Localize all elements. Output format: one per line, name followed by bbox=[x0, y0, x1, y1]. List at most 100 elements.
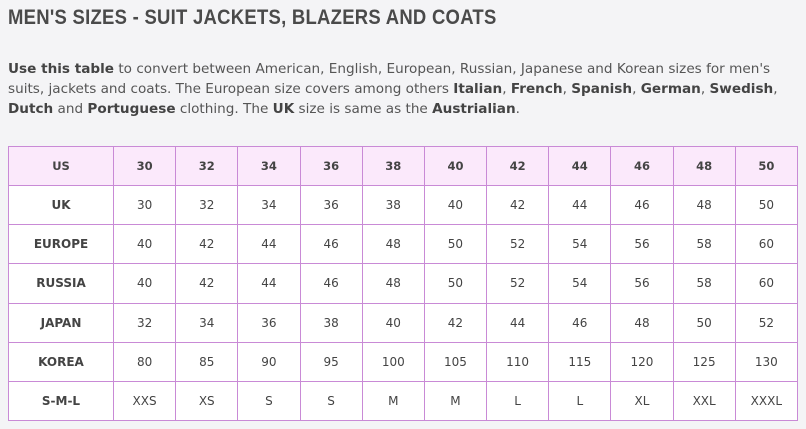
header-cell: 46 bbox=[610, 145, 674, 187]
table-row: S-M-L XXS XS S S M M L L XL XXL XXXL bbox=[8, 380, 799, 422]
table-cell: 30 bbox=[112, 185, 177, 226]
table-header-row: US 30 32 34 36 38 40 42 44 46 48 50 bbox=[8, 145, 799, 187]
table-cell: 40 bbox=[423, 185, 488, 226]
table-cell: 46 bbox=[548, 302, 612, 343]
intro-emphasis: UK bbox=[272, 100, 295, 117]
intro-text: size is same as the bbox=[294, 100, 433, 117]
table-cell: 54 bbox=[548, 224, 612, 265]
table-cell: 105 bbox=[423, 341, 488, 382]
table-cell: XS bbox=[175, 380, 239, 422]
table-cell: S bbox=[299, 380, 363, 422]
table-cell: 48 bbox=[361, 263, 425, 304]
intro-text: , bbox=[502, 80, 511, 97]
table-cell: 40 bbox=[361, 302, 425, 343]
table-cell: 110 bbox=[486, 341, 550, 382]
header-cell: 36 bbox=[299, 145, 363, 187]
table-cell: L bbox=[486, 380, 550, 422]
row-label: EUROPE bbox=[8, 224, 114, 265]
row-label: JAPAN bbox=[8, 302, 114, 343]
table-cell: 34 bbox=[237, 185, 301, 226]
row-label: US bbox=[8, 145, 114, 187]
table-cell: 52 bbox=[734, 302, 799, 343]
header-cell: 30 bbox=[112, 145, 177, 187]
table-cell: 32 bbox=[112, 302, 177, 343]
table-cell: 115 bbox=[548, 341, 612, 382]
row-label: KOREA bbox=[8, 341, 114, 382]
table-cell: 56 bbox=[610, 263, 674, 304]
table-cell: M bbox=[361, 380, 425, 422]
table-cell: 50 bbox=[423, 224, 488, 265]
intro-text: , bbox=[773, 80, 778, 97]
table-cell: 52 bbox=[486, 224, 550, 265]
table-cell: 95 bbox=[299, 341, 363, 382]
header-cell: 32 bbox=[175, 145, 239, 187]
table-cell: 56 bbox=[610, 224, 674, 265]
table-row: UK 30 32 34 36 38 40 42 44 46 48 50 bbox=[8, 185, 799, 226]
intro-text: and bbox=[53, 100, 88, 117]
table-cell: 48 bbox=[672, 185, 736, 226]
table-cell: 32 bbox=[175, 185, 239, 226]
table-cell: M bbox=[423, 380, 488, 422]
intro-text: , bbox=[700, 80, 710, 97]
intro-text: to convert between American, English, Eu… bbox=[8, 60, 771, 97]
table-cell: 48 bbox=[610, 302, 674, 343]
size-conversion-table: US 30 32 34 36 38 40 42 44 46 48 50 UK 30 32 34 36 38 40 42… bbox=[8, 145, 799, 422]
table-cell: 48 bbox=[361, 224, 425, 265]
intro-emphasis: German bbox=[640, 80, 701, 97]
table-cell: 42 bbox=[486, 185, 550, 226]
intro-emphasis: Austrialian bbox=[432, 100, 516, 117]
table-cell: 50 bbox=[423, 263, 488, 304]
table-cell: 58 bbox=[672, 224, 736, 265]
intro-emphasis: Spanish bbox=[571, 80, 633, 97]
page-title: MEN'S SIZES - SUIT JACKETS, BLAZERS AND … bbox=[8, 6, 497, 29]
row-label: S-M-L bbox=[8, 380, 114, 422]
table-cell: 44 bbox=[486, 302, 550, 343]
header-cell: 42 bbox=[486, 145, 550, 187]
table-row: EUROPE 40 42 44 46 48 50 52 54 56 58 60 bbox=[8, 224, 799, 265]
table-cell: 54 bbox=[548, 263, 612, 304]
intro-emphasis: French bbox=[510, 80, 563, 97]
table-cell: XXS bbox=[112, 380, 177, 422]
table-row: JAPAN 32 34 36 38 40 42 44 46 48 50 52 bbox=[8, 302, 799, 343]
table-cell: 44 bbox=[237, 263, 301, 304]
intro-emphasis: Portuguese bbox=[87, 100, 176, 117]
table-cell: 60 bbox=[734, 224, 799, 265]
intro-emphasis: Dutch bbox=[8, 100, 54, 117]
header-cell: 48 bbox=[672, 145, 736, 187]
table-cell: L bbox=[548, 380, 612, 422]
table-cell: 38 bbox=[299, 302, 363, 343]
table-cell: 40 bbox=[112, 263, 177, 304]
row-label: RUSSIA bbox=[8, 263, 114, 304]
table-cell: 42 bbox=[175, 263, 239, 304]
row-label: UK bbox=[8, 185, 114, 226]
table-row: RUSSIA 40 42 44 46 48 50 52 54 56 58 60 bbox=[8, 263, 799, 304]
table-cell: 46 bbox=[610, 185, 674, 226]
table-cell: 34 bbox=[175, 302, 239, 343]
table-cell: 50 bbox=[672, 302, 736, 343]
header-cell: 34 bbox=[237, 145, 301, 187]
table-cell: 46 bbox=[299, 224, 363, 265]
table-cell: 44 bbox=[237, 224, 301, 265]
table-cell: 100 bbox=[361, 341, 425, 382]
table-row: KOREA 80 85 90 95 100 105 110 115 120 125 130 bbox=[8, 341, 799, 382]
table-cell: 50 bbox=[734, 185, 799, 226]
intro-emphasis: Swedish bbox=[709, 80, 774, 97]
table-cell: 80 bbox=[112, 341, 177, 382]
intro-text: . bbox=[515, 100, 520, 117]
table-cell: 44 bbox=[548, 185, 612, 226]
intro-text: clothing. The bbox=[175, 100, 273, 117]
header-cell: 50 bbox=[734, 145, 799, 187]
table-cell: 36 bbox=[237, 302, 301, 343]
table-cell: XL bbox=[610, 380, 674, 422]
table-cell: 58 bbox=[672, 263, 736, 304]
header-cell: 38 bbox=[361, 145, 425, 187]
header-cell: 40 bbox=[423, 145, 488, 187]
table-cell: 36 bbox=[299, 185, 363, 226]
table-cell: 125 bbox=[672, 341, 736, 382]
table-cell: 120 bbox=[610, 341, 674, 382]
table-cell: XXXL bbox=[734, 380, 799, 422]
table-cell: XXL bbox=[672, 380, 736, 422]
table-cell: 60 bbox=[734, 263, 799, 304]
intro-paragraph: Use this table to convert between Americ… bbox=[8, 59, 798, 119]
table-cell: 130 bbox=[734, 341, 799, 382]
